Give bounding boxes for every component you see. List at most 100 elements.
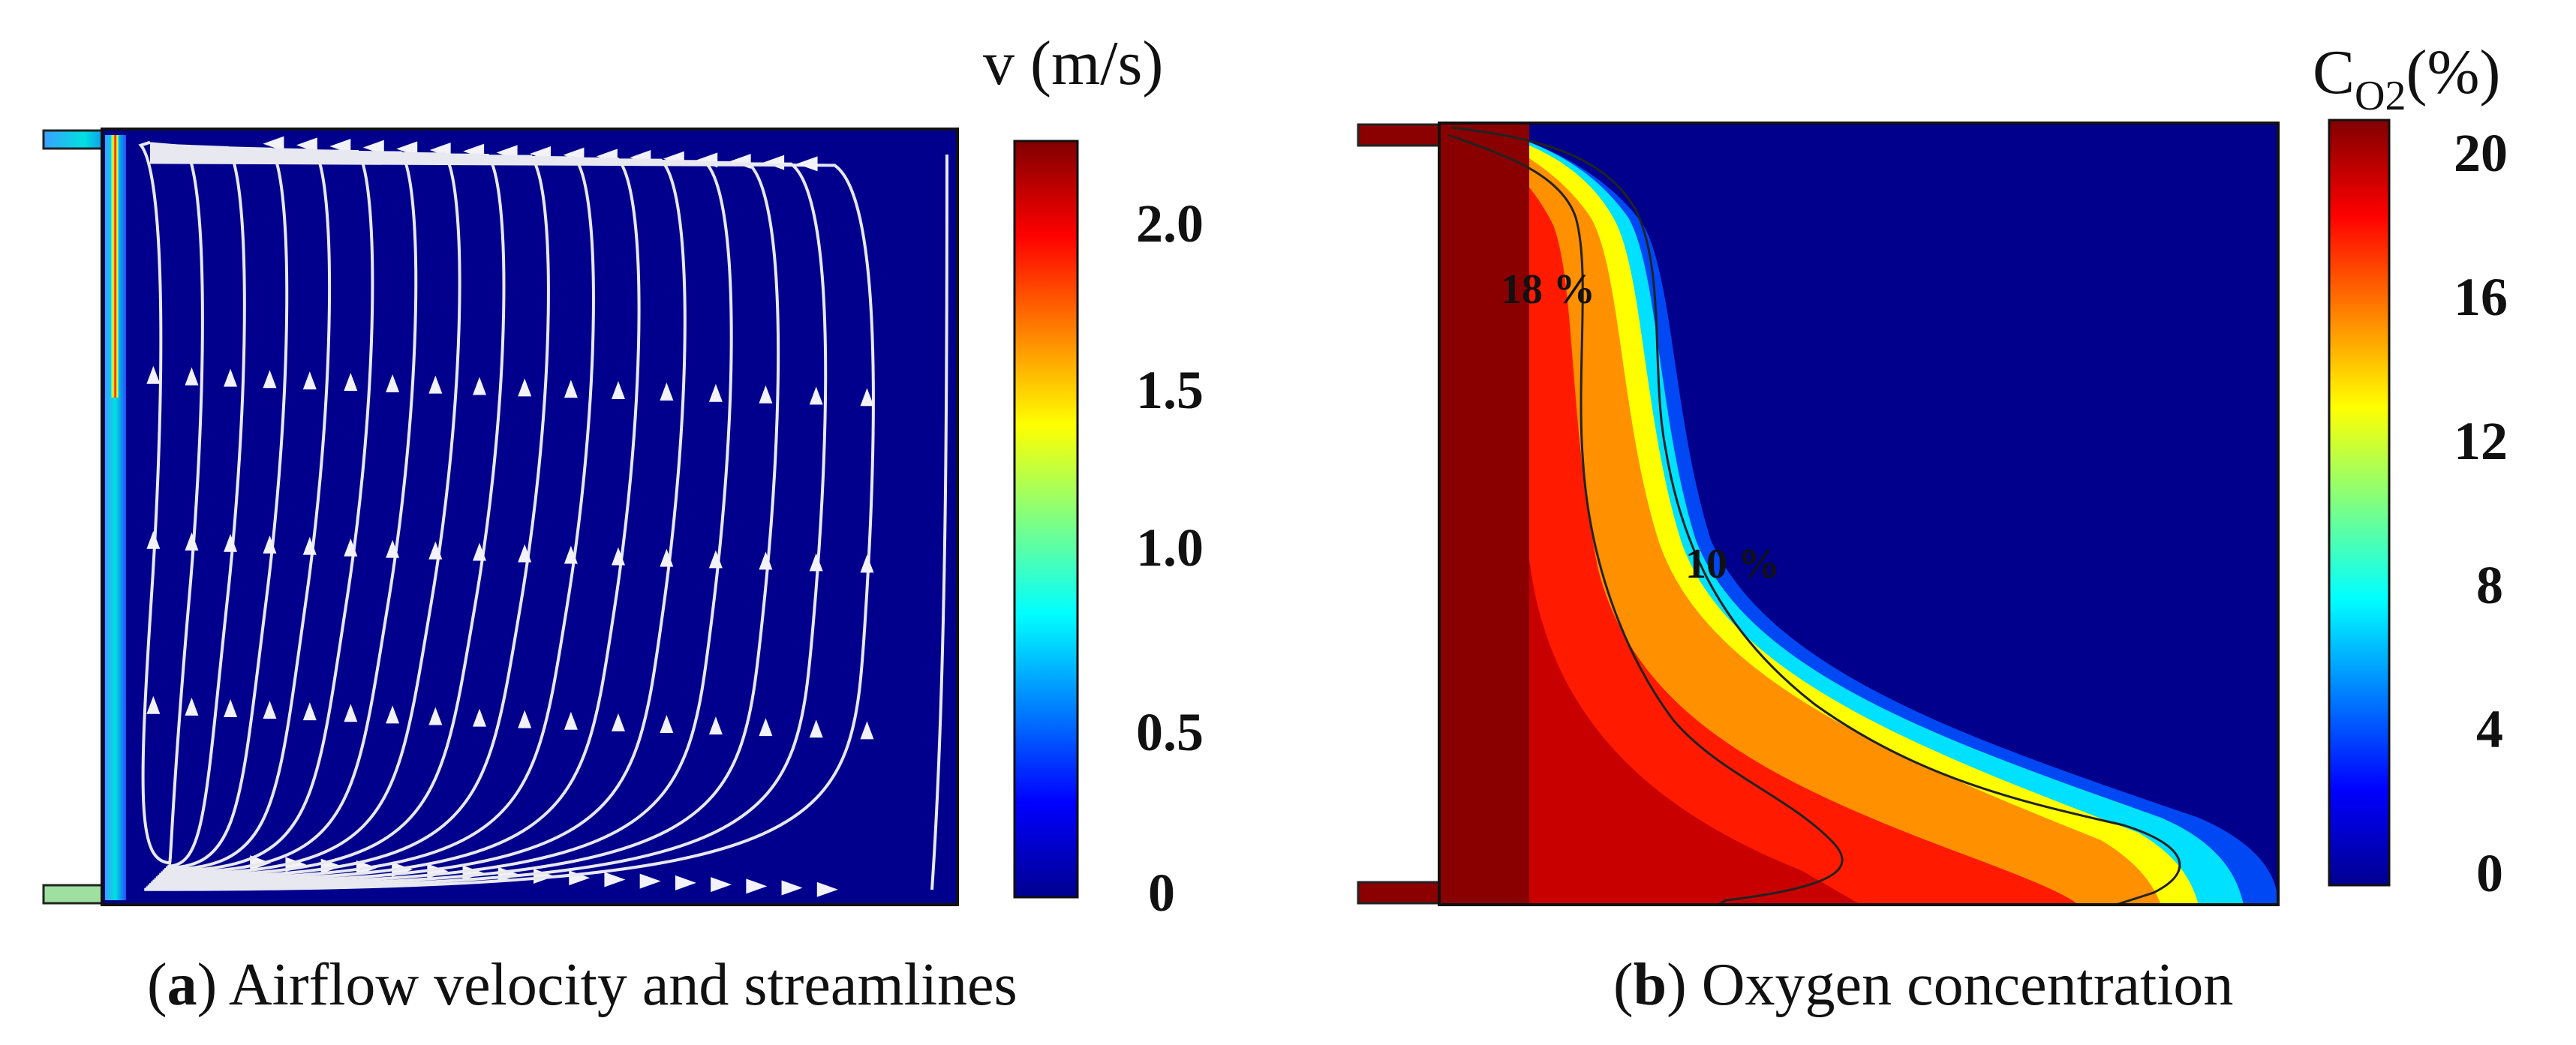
streamline-arrow: [185, 697, 199, 716]
streamline: [149, 157, 733, 887]
streamline-arrow: [604, 872, 626, 887]
streamline-arrow: [344, 372, 358, 391]
streamline-arrow: [302, 371, 317, 390]
oxygen-tick-8: 8: [2476, 555, 2503, 615]
streamline: [149, 148, 418, 875]
caption-a: (a) Airflow velocity and streamlines: [147, 952, 1017, 1018]
velocity-tick-1-0: 1.0: [1136, 518, 1204, 578]
streamline-arrow: [639, 873, 661, 889]
panel-a: v (m/s) 2.0 1.5 1.0 0.5 0: [42, 29, 1204, 923]
streamline-arrow: [708, 383, 723, 402]
streamline-arrow: [611, 547, 625, 566]
oxygen-colorbar: [2328, 119, 2391, 887]
streamline-arrow: [224, 698, 238, 717]
streamline-arrow: [302, 536, 317, 555]
streamline-arrow: [263, 535, 277, 554]
streamline: [149, 146, 332, 872]
streamline: [149, 144, 289, 869]
wall-jet-core: [111, 135, 119, 398]
streamline-arrow: [473, 708, 486, 727]
streamline-arrow: [564, 380, 578, 398]
outlet-duct-bottom-b: [1357, 881, 1442, 905]
streamline: [149, 149, 461, 876]
streamline-arrow: [146, 530, 161, 549]
streamline: [149, 143, 246, 868]
streamlines: [138, 136, 948, 897]
oxygen-tick-4: 4: [2476, 699, 2503, 759]
oxygen-colorbar-title: CO2(%): [2313, 38, 2500, 119]
streamline-arrow: [781, 880, 803, 896]
streamline-arrow: [518, 378, 532, 397]
streamline: [149, 155, 687, 884]
streamline-arrow: [224, 368, 238, 387]
streamline-arrow: [263, 370, 277, 389]
streamline: [147, 158, 780, 888]
streamline: [930, 154, 948, 890]
streamline-arrow: [185, 532, 199, 551]
streamline-arrow: [711, 877, 732, 893]
oxygen-tick-16: 16: [2454, 267, 2508, 327]
contour-label-10: 10 %: [1685, 541, 1780, 587]
inlet-duct-top-b: [1357, 123, 1442, 147]
streamline-arrow: [428, 541, 443, 560]
streamline-arrow: [263, 701, 277, 719]
velocity-tick-1-5: 1.5: [1136, 360, 1204, 420]
streamline-arrow: [759, 718, 773, 737]
streamline-arrow: [302, 702, 317, 721]
oxygen-tick-12: 12: [2454, 411, 2508, 471]
velocity-field: [101, 128, 959, 906]
streamline-arrow: [428, 375, 443, 394]
streamline-arrow: [746, 878, 768, 894]
contour-10: [1451, 126, 2181, 905]
streamline: [149, 151, 506, 878]
streamline-arrow: [660, 714, 674, 733]
streamline-arrow: [816, 881, 838, 897]
oxygen-tick-0: 0: [2476, 843, 2503, 903]
streamline-arrow: [386, 705, 400, 724]
streamline-arrow: [759, 385, 773, 404]
streamline-arrow: [344, 704, 358, 722]
velocity-colorbar: [1013, 140, 1079, 899]
streamline-arrow: [473, 377, 486, 395]
streamline-arrow: [809, 386, 823, 405]
streamline-arrow: [428, 707, 443, 725]
caption-b-text: Oxygen concentration: [1701, 952, 2234, 1018]
velocity-colorbar-title: v (m/s): [983, 29, 1163, 98]
caption-a-text: Airflow velocity and streamlines: [228, 952, 1017, 1018]
streamline-arrow: [860, 388, 874, 407]
streamline: [149, 153, 595, 881]
streamline-arrow: [564, 711, 578, 730]
velocity-tick-0: 0: [1148, 863, 1175, 923]
streamline-arrow: [386, 539, 400, 558]
streamline-arrow: [564, 545, 578, 564]
streamline-arrow: [708, 550, 723, 569]
streamline-arrow: [611, 713, 625, 731]
caption-b: (b) Oxygen concentration: [1613, 952, 2234, 1018]
contour-18: [1447, 134, 1844, 905]
caption-b-letter: b: [1633, 952, 1667, 1018]
streamline: [138, 140, 171, 865]
streamline: [149, 152, 550, 880]
streamline: [144, 161, 875, 891]
contour-label-18: 18 %: [1501, 266, 1595, 313]
streamline: [149, 147, 374, 873]
streamline-arrow: [473, 542, 486, 561]
streamline-arrow: [518, 544, 532, 563]
streamline-arrow: [759, 551, 773, 570]
streamline-arrow: [708, 716, 723, 735]
streamline-arrow: [386, 374, 400, 392]
streamline-arrow: [518, 710, 532, 728]
velocity-tick-0-5: 0.5: [1136, 702, 1204, 762]
streamline-arrow: [809, 719, 823, 738]
streamline-arrow: [660, 382, 674, 401]
panel-b: 18 % 10 % CO2(%) 20 16 12 8 4 0: [1357, 38, 2508, 906]
streamline: [149, 155, 641, 883]
streamline-arrow: [224, 533, 238, 552]
streamline-arrow: [796, 156, 818, 172]
caption-a-letter: a: [167, 952, 197, 1018]
streamline-arrow: [344, 538, 358, 557]
streamline-arrow: [860, 721, 874, 740]
streamline-arrow: [860, 554, 874, 573]
streamline-arrow: [675, 875, 696, 890]
